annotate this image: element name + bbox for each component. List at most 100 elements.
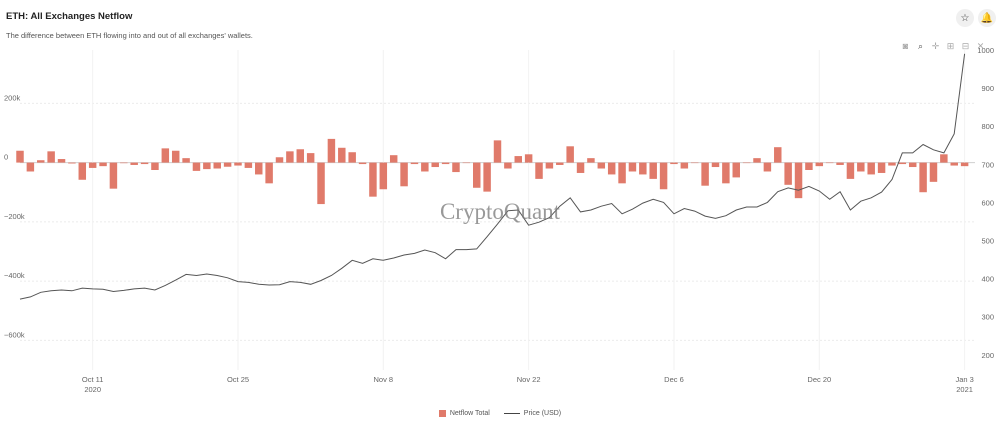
- netflow-bar: [566, 146, 574, 163]
- netflow-bar: [524, 154, 533, 163]
- netflow-bar: [908, 162, 917, 168]
- netflow-bar: [462, 162, 471, 164]
- netflow-bar: [57, 159, 66, 163]
- netflow-bar: [47, 151, 55, 163]
- netflow-bar: [213, 162, 221, 169]
- netflow-bar: [348, 152, 356, 163]
- netflow-bar: [203, 162, 211, 170]
- netflow-bar: [327, 138, 336, 163]
- legend-item-netflow[interactable]: Netflow Total: [438, 410, 490, 417]
- pan-icon[interactable]: ✛: [931, 41, 940, 51]
- netflow-bar: [867, 162, 875, 175]
- x-tick-label: Oct 11: [82, 375, 104, 384]
- y-left-tick-label: 0: [4, 153, 8, 162]
- netflow-bar: [763, 162, 772, 172]
- netflow-bar: [576, 162, 585, 173]
- netflow-bar: [338, 147, 346, 163]
- netflow-bars: [16, 138, 969, 205]
- netflow-bar: [223, 162, 232, 167]
- netflow-bar: [296, 149, 305, 163]
- netflow-bar: [753, 158, 761, 163]
- right-axis-ticks: 1000 900 800 700 600 500 400 300 200: [977, 46, 994, 360]
- x-tick-label: Dec 6: [664, 375, 684, 384]
- y-right-tick-label: 400: [981, 275, 994, 284]
- zoom-in-icon[interactable]: ⊞: [946, 41, 955, 51]
- zoom-icon[interactable]: ⌕: [917, 41, 924, 51]
- netflow-bar: [400, 162, 408, 187]
- netflow-bar: [421, 162, 429, 172]
- netflow-bar: [483, 162, 491, 192]
- bell-icon[interactable]: 🔔: [978, 9, 996, 27]
- netflow-bar: [940, 154, 948, 163]
- x-tick-year-label: 2021: [956, 385, 973, 394]
- netflow-bar: [950, 162, 958, 166]
- y-right-tick-label: 800: [981, 122, 994, 131]
- netflow-bar: [37, 160, 45, 163]
- netflow-bar: [389, 155, 398, 163]
- netflow-bar: [618, 162, 626, 184]
- netflow-bar: [130, 162, 138, 165]
- netflow-bar: [929, 162, 938, 182]
- netflow-bar: [722, 162, 730, 184]
- netflow-bar: [68, 162, 76, 164]
- chart-grid: [20, 50, 975, 370]
- netflow-bar: [358, 162, 367, 165]
- netflow-bar: [825, 162, 834, 164]
- netflow-bar: [441, 162, 450, 165]
- star-icon[interactable]: ☆: [956, 9, 974, 27]
- netflow-bar: [919, 162, 927, 193]
- netflow-bar: [171, 150, 180, 163]
- x-tick-label: Dec 20: [807, 375, 831, 384]
- netflow-bar: [545, 162, 554, 169]
- page-title: ETH: All Exchanges Netflow: [6, 11, 133, 22]
- x-tick-label: Oct 25: [227, 375, 249, 384]
- netflow-bar: [78, 162, 87, 180]
- bar-swatch: [438, 410, 446, 417]
- netflow-bar: [701, 162, 709, 186]
- netflow-bar: [597, 162, 606, 169]
- netflow-bar: [88, 162, 97, 168]
- y-left-tick-label: −400k: [4, 271, 25, 280]
- legend-label-price: Price (USD): [523, 410, 562, 417]
- price-line: [19, 53, 966, 300]
- netflow-bar: [711, 162, 720, 168]
- netflow-bar: [265, 162, 273, 184]
- left-axis-ticks: 200k 0 −200k −400k −600k: [4, 93, 25, 339]
- netflow-bar: [815, 162, 824, 167]
- legend: Netflow Total Price (USD): [0, 410, 1000, 417]
- netflow-bar: [514, 156, 522, 163]
- netflow-bar: [774, 147, 782, 163]
- netflow-bar: [109, 162, 118, 189]
- netflow-bar: [26, 162, 35, 172]
- netflow-bar: [182, 158, 190, 163]
- netflow-bar: [732, 162, 740, 178]
- netflow-bar: [535, 162, 543, 179]
- legend-item-price[interactable]: Price (USD): [503, 410, 562, 417]
- y-left-tick-label: −600k: [4, 330, 25, 339]
- netflow-bar: [473, 162, 481, 188]
- reset-icon[interactable]: ✕: [976, 41, 985, 51]
- netflow-bar: [742, 162, 751, 164]
- x-tick-label: Nov 8: [374, 375, 394, 384]
- netflow-bar: [639, 162, 647, 175]
- netflow-bar: [452, 162, 460, 173]
- netflow-bar: [431, 162, 439, 168]
- y-right-tick-label: 600: [981, 198, 994, 207]
- zoom-out-icon[interactable]: ⊟: [961, 41, 970, 51]
- netflow-bar: [306, 153, 315, 163]
- y-left-tick-label: 200k: [4, 93, 21, 102]
- camera-icon[interactable]: ◙: [902, 41, 909, 51]
- line-swatch: [503, 413, 520, 414]
- netflow-bar: [286, 151, 294, 163]
- netflow-bar: [369, 162, 377, 197]
- netflow-bar: [140, 162, 149, 165]
- netflow-bar: [255, 162, 263, 175]
- y-right-tick-label: 300: [981, 313, 994, 322]
- netflow-bar: [888, 162, 896, 166]
- netflow-chart: 200k 0 −200k −400k −600k 1000 900 800 700 600 500…: [4, 46, 994, 394]
- y-left-tick-label: −200k: [4, 212, 25, 221]
- netflow-bar: [410, 162, 419, 165]
- netflow-bar: [607, 162, 616, 175]
- netflow-bar: [192, 162, 201, 171]
- netflow-bar: [670, 162, 678, 165]
